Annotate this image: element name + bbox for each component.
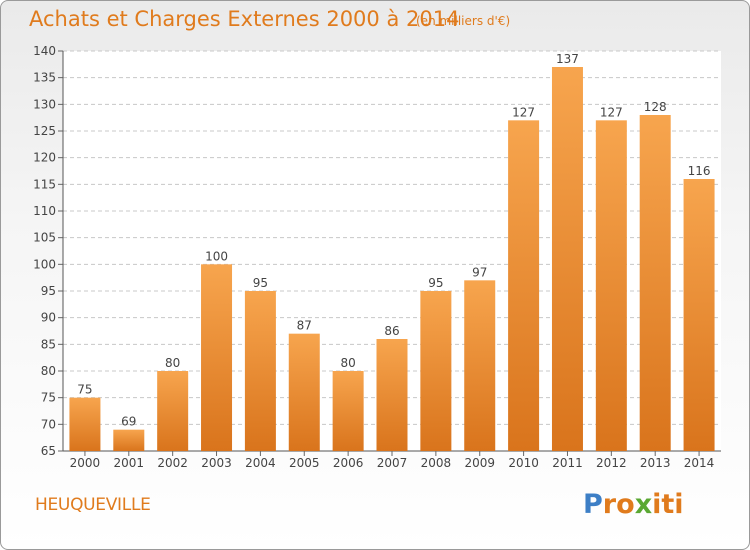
bar-2008 <box>420 291 452 451</box>
data-label-2008: 95 <box>428 276 443 290</box>
y-tick-label-135: 135 <box>33 71 56 85</box>
logo-letter: P <box>583 489 603 520</box>
x-tick-label-2001: 2001 <box>114 456 145 470</box>
data-label-2009: 97 <box>472 265 487 279</box>
logo-letter: r <box>602 489 617 520</box>
bar-2003 <box>201 264 233 451</box>
bar-2011 <box>551 67 583 451</box>
bar-2012 <box>595 120 627 451</box>
data-label-2000: 75 <box>77 383 92 397</box>
x-tick-label-2008: 2008 <box>421 456 452 470</box>
data-label-2005: 87 <box>297 319 312 333</box>
y-tick-label-120: 120 <box>33 151 56 165</box>
x-tick-label-2012: 2012 <box>596 456 627 470</box>
chart-subtitle: (en milliers d'€) <box>416 14 511 28</box>
x-tick-label-2011: 2011 <box>552 456 583 470</box>
y-tick-label-80: 80 <box>41 364 56 378</box>
y-tick-label-90: 90 <box>41 311 56 325</box>
data-label-2012: 127 <box>600 105 623 119</box>
x-tick-label-2004: 2004 <box>245 456 276 470</box>
commune-name: HEUQUEVILLE <box>35 495 151 515</box>
y-tick-label-115: 115 <box>33 177 56 191</box>
y-tick-label-100: 100 <box>33 257 56 271</box>
x-tick-label-2007: 2007 <box>377 456 408 470</box>
x-tick-label-2013: 2013 <box>640 456 671 470</box>
bar-2007 <box>376 339 408 451</box>
x-tick-label-2010: 2010 <box>508 456 539 470</box>
y-tick-label-140: 140 <box>33 44 56 58</box>
x-tick-label-2005: 2005 <box>289 456 320 470</box>
bar-2004 <box>244 291 276 451</box>
x-tick-label-2009: 2009 <box>464 456 495 470</box>
data-label-2002: 80 <box>165 356 180 370</box>
chart-title: Achats et Charges Externes 2000 à 2014 <box>29 7 460 31</box>
data-label-2006: 80 <box>340 356 355 370</box>
y-tick-label-65: 65 <box>41 444 56 458</box>
y-tick-label-95: 95 <box>41 284 56 298</box>
logo-letter: t <box>661 489 675 520</box>
bar-2006 <box>332 371 364 451</box>
bar-2013 <box>639 115 671 451</box>
data-label-2001: 69 <box>121 415 136 429</box>
y-tick-label-75: 75 <box>41 391 56 405</box>
logo-letter: o <box>616 489 635 520</box>
data-label-2011: 137 <box>556 52 579 66</box>
x-tick-label-2003: 2003 <box>201 456 232 470</box>
proxiti-logo: Proxiti <box>583 489 684 520</box>
data-label-2013: 128 <box>644 100 667 114</box>
y-tick-label-130: 130 <box>33 97 56 111</box>
logo-letter: x <box>634 489 653 520</box>
logo-letter: i <box>674 489 684 520</box>
bar-2002 <box>157 371 189 451</box>
x-tick-label-2006: 2006 <box>333 456 364 470</box>
data-label-2014: 116 <box>688 164 711 178</box>
logo-letter: i <box>652 489 662 520</box>
bar-2000 <box>69 397 101 451</box>
y-tick-label-110: 110 <box>33 204 56 218</box>
bar-2014 <box>683 179 715 451</box>
data-label-2010: 127 <box>512 105 535 119</box>
x-tick-label-2002: 2002 <box>157 456 188 470</box>
y-tick-label-70: 70 <box>41 417 56 431</box>
x-tick-label-2014: 2014 <box>684 456 715 470</box>
y-tick-label-105: 105 <box>33 231 56 245</box>
data-label-2007: 86 <box>384 324 399 338</box>
bar-2001 <box>113 429 145 451</box>
y-tick-label-125: 125 <box>33 124 56 138</box>
x-tick-label-2000: 2000 <box>70 456 101 470</box>
bar-2010 <box>508 120 540 451</box>
data-label-2004: 95 <box>253 276 268 290</box>
bar-2005 <box>288 333 320 451</box>
data-label-2003: 100 <box>205 249 228 263</box>
y-tick-label-85: 85 <box>41 337 56 351</box>
bar-2009 <box>464 280 496 451</box>
